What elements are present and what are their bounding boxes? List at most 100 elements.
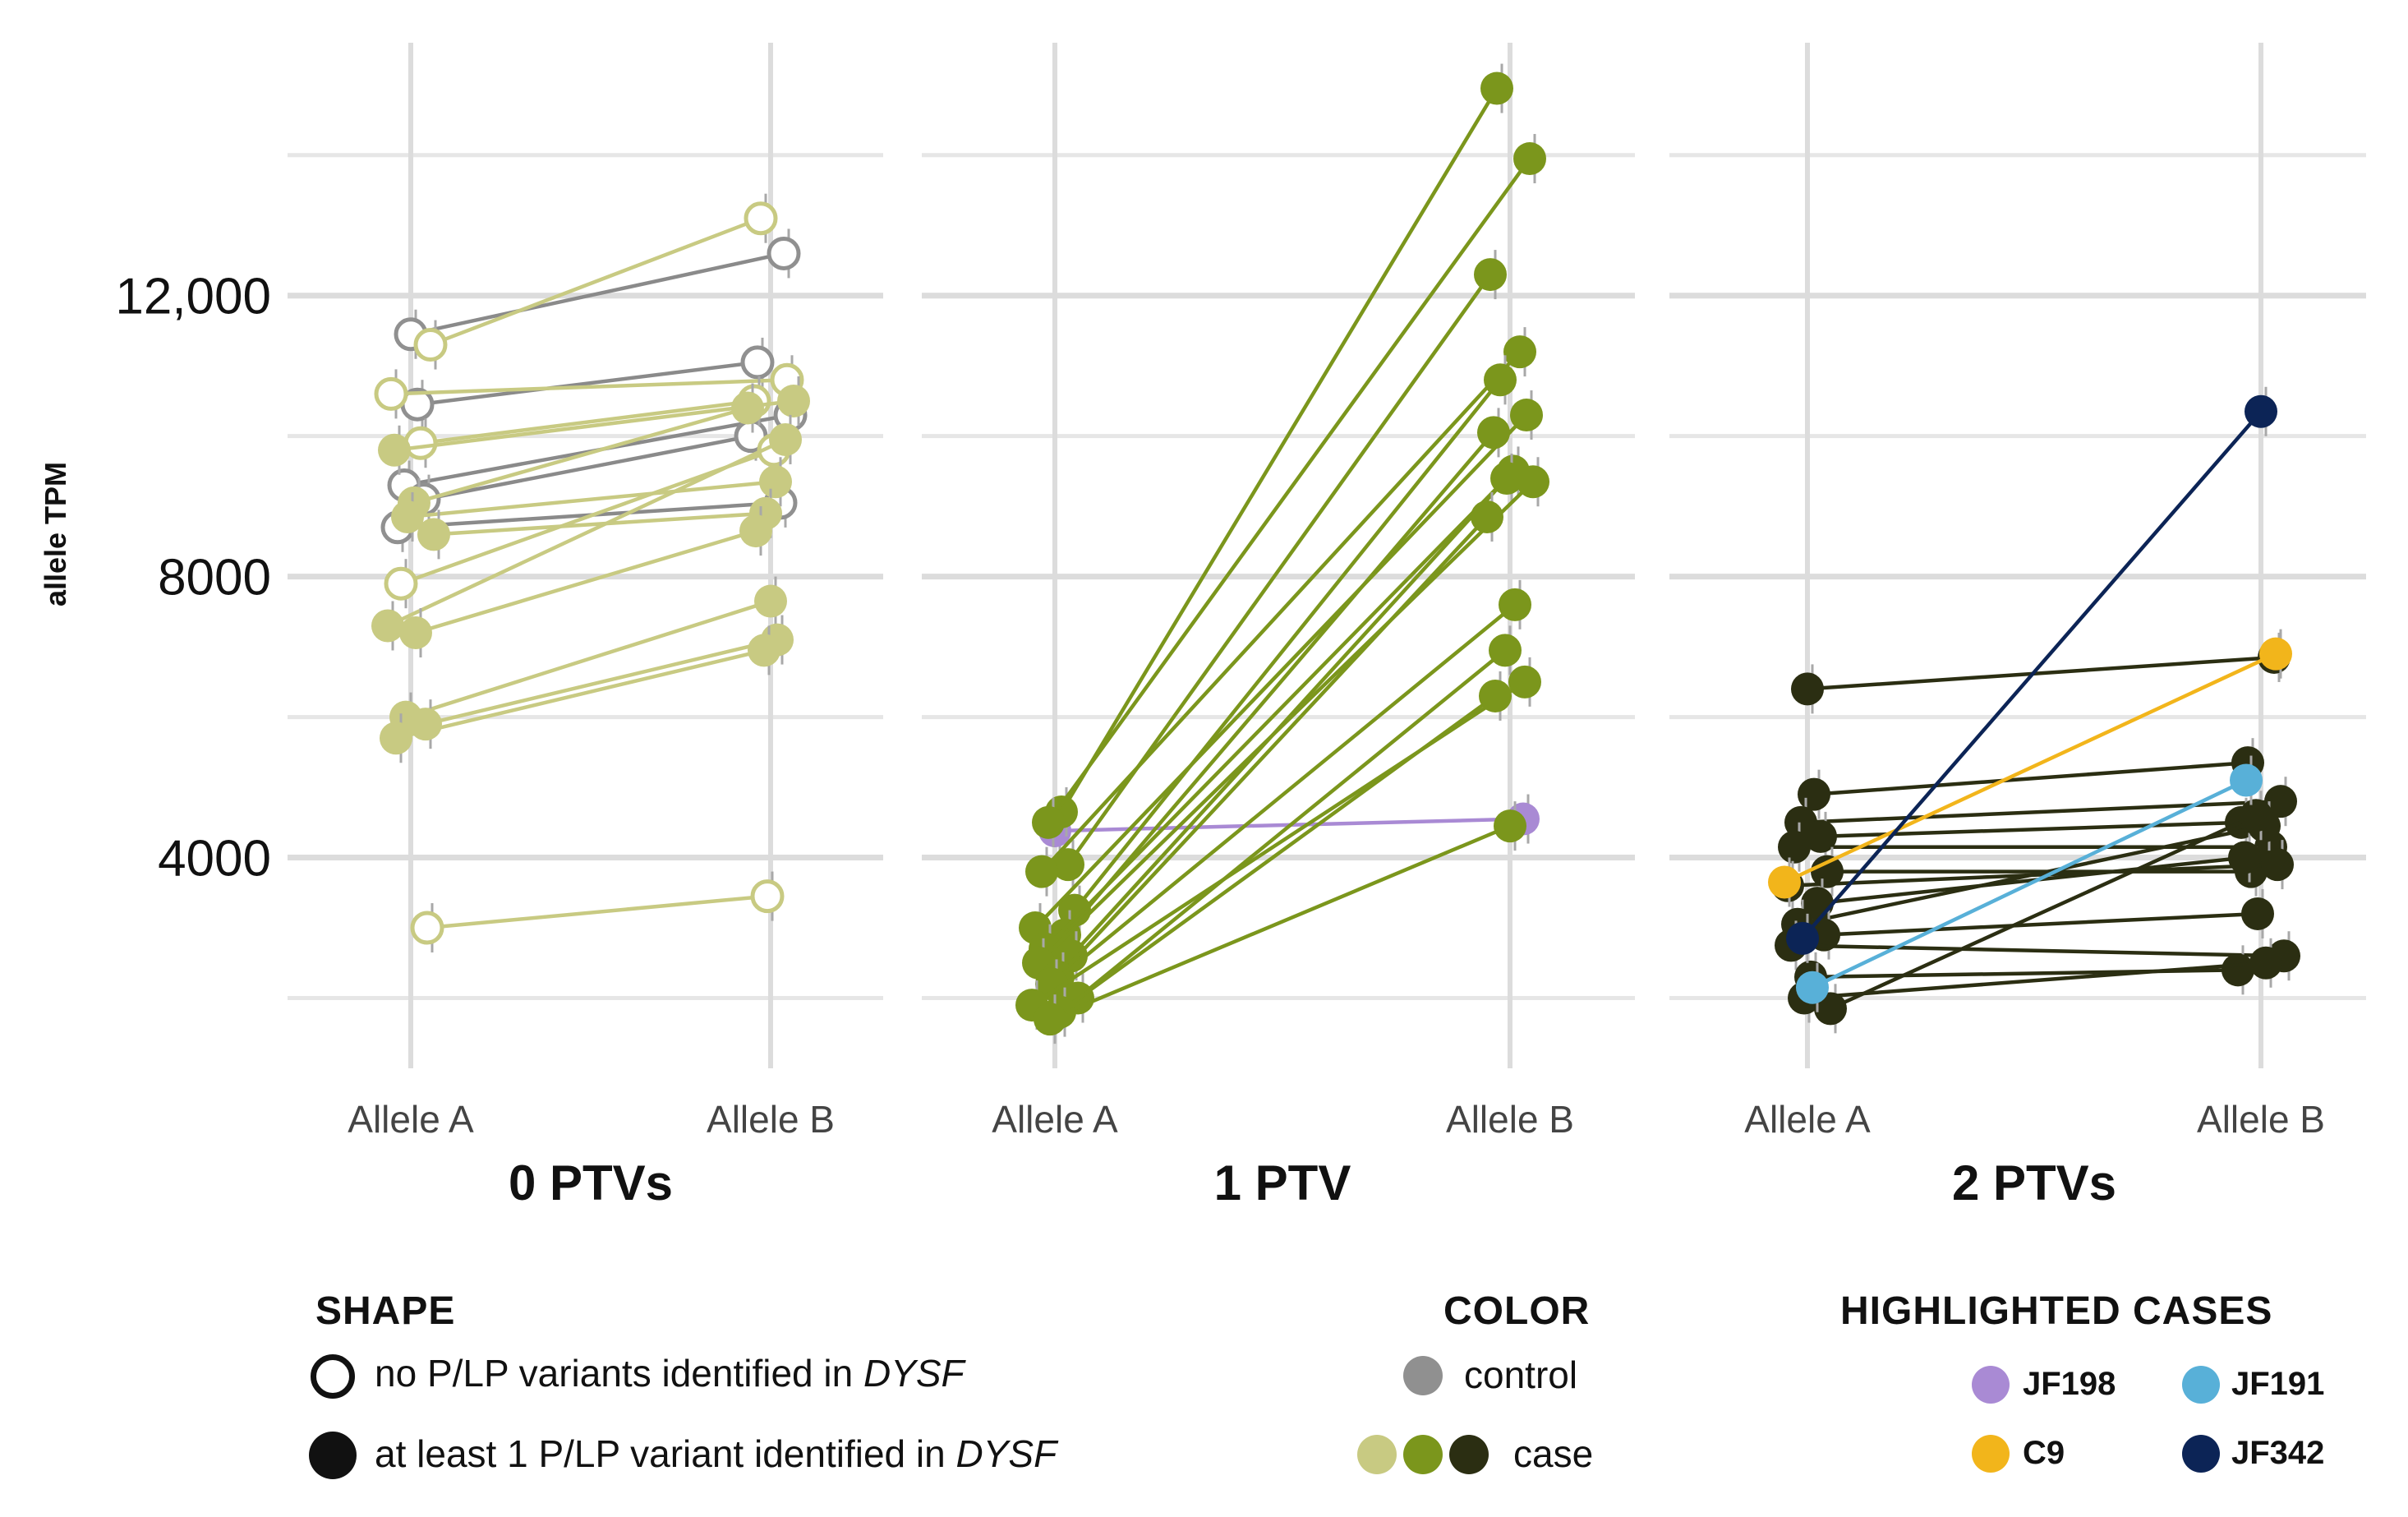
series-line [1800,799,2281,825]
point-allele-a [1035,967,1068,1001]
point-allele-a [413,328,448,362]
point-allele-b [2264,785,2297,818]
point-allele-b [759,465,792,499]
legend-control-swatch [1403,1356,1443,1395]
series-line [1790,943,2285,958]
series-line [426,894,768,930]
point-allele-b [1480,71,1513,105]
point-allele-b [748,634,780,667]
point-allele-a [380,722,412,755]
series-line [1050,603,1517,986]
point-allele-b [744,201,778,236]
series-line [1047,157,1531,824]
point-allele-b [2245,394,2277,428]
series-line [1813,760,2249,796]
legend-control-label: control [1464,1353,1578,1396]
series-line [433,511,767,537]
gene-name: DYSF [955,1432,1057,1475]
point-allele-a [1025,855,1058,888]
point-allele-a [391,500,424,533]
series-line [423,434,752,501]
series-line [1058,694,1497,1014]
legend-jf198-label: JF198 [2023,1366,2116,1402]
point-allele-b [2240,799,2272,832]
point-allele-b [1490,461,1523,495]
point-allele-b [1484,363,1517,397]
point-allele-b [2222,953,2254,987]
point-allele-b [1508,665,1541,699]
series-line [413,406,748,505]
series-line [430,216,762,347]
point-allele-b [739,514,772,548]
series-line [405,599,771,719]
legend-jf191-label: JF191 [2231,1366,2325,1402]
series-line [415,528,757,635]
series-line [410,251,785,336]
point-allele-a [1778,830,1811,864]
point-allele-b [1489,634,1522,667]
point-allele-b [1494,809,1526,843]
point-allele-a [1034,1003,1066,1036]
y-tick-label: 12,000 [115,269,271,325]
series-line [1807,655,2275,691]
panel-title: 1 PTV [1214,1155,1351,1210]
point-allele-a [410,911,444,945]
point-allele-b [777,384,810,417]
point-allele-b [1513,142,1546,176]
panel-title: 2 PTVs [1952,1155,2116,1210]
legend-jf191-swatch [2182,1366,2220,1404]
legend-case-label: case [1513,1432,1594,1475]
series-line [407,480,776,519]
point-allele-a [1032,805,1065,839]
panel-title: 0 PTVs [509,1155,673,1210]
series-line [1037,480,1535,965]
series-line [1816,855,2245,906]
series-line [1057,515,1489,979]
x-tick-label: Allele A [348,1098,474,1141]
point-allele-a [417,518,450,551]
point-allele-a [1798,777,1830,811]
point-allele-b [754,584,787,618]
series-line [1801,410,2263,940]
y-tick-label: 8000 [158,550,271,606]
point-allele-a [378,433,411,467]
legend-color-title: COLOR [1443,1289,1591,1333]
point-allele-b [750,879,785,914]
point-allele-a [1052,848,1084,882]
series-line [1043,469,1515,951]
point-allele-b [2259,637,2292,671]
series-line [1823,911,2258,937]
series-line [1830,814,2257,1011]
point-allele-b [2261,848,2294,882]
series-line [1063,431,1495,937]
legend-case-swatch-0 [1357,1435,1397,1474]
point-allele-a [384,566,418,601]
series-line [1049,824,1511,1021]
point-allele-b [1503,335,1536,369]
legend-open-circle-icon [311,1354,355,1399]
series-line [395,648,765,740]
legend-case-swatch-1 [1403,1435,1443,1474]
axes: Allele A Allele B 0 PTVs Allele A Allele B 1 … [39,269,2325,1210]
series-line [1812,778,2247,989]
series-line [1076,648,1507,1000]
legend-jf342-swatch [2182,1435,2220,1473]
point-allele-a [374,376,408,411]
legend-filled-circle-icon [309,1432,357,1479]
point-allele-b [1479,679,1512,712]
point-allele-a [1768,865,1801,899]
series-line [1060,87,1499,814]
y-tick-label: 4000 [158,831,271,888]
legend-jf342-label: JF342 [2231,1435,2325,1471]
point-allele-b [2249,946,2282,980]
legend-cases-title: HIGHLIGHTED CASES [1840,1289,2273,1333]
x-tick-label: Allele B [2197,1098,2325,1141]
series-line [394,399,794,453]
point-allele-a [1796,971,1829,1004]
point-allele-b [1510,399,1543,432]
series-line [1784,652,2277,884]
point-allele-b [1474,258,1507,292]
x-tick-label: Allele B [707,1098,835,1141]
x-tick-label: Allele B [1446,1098,1574,1141]
